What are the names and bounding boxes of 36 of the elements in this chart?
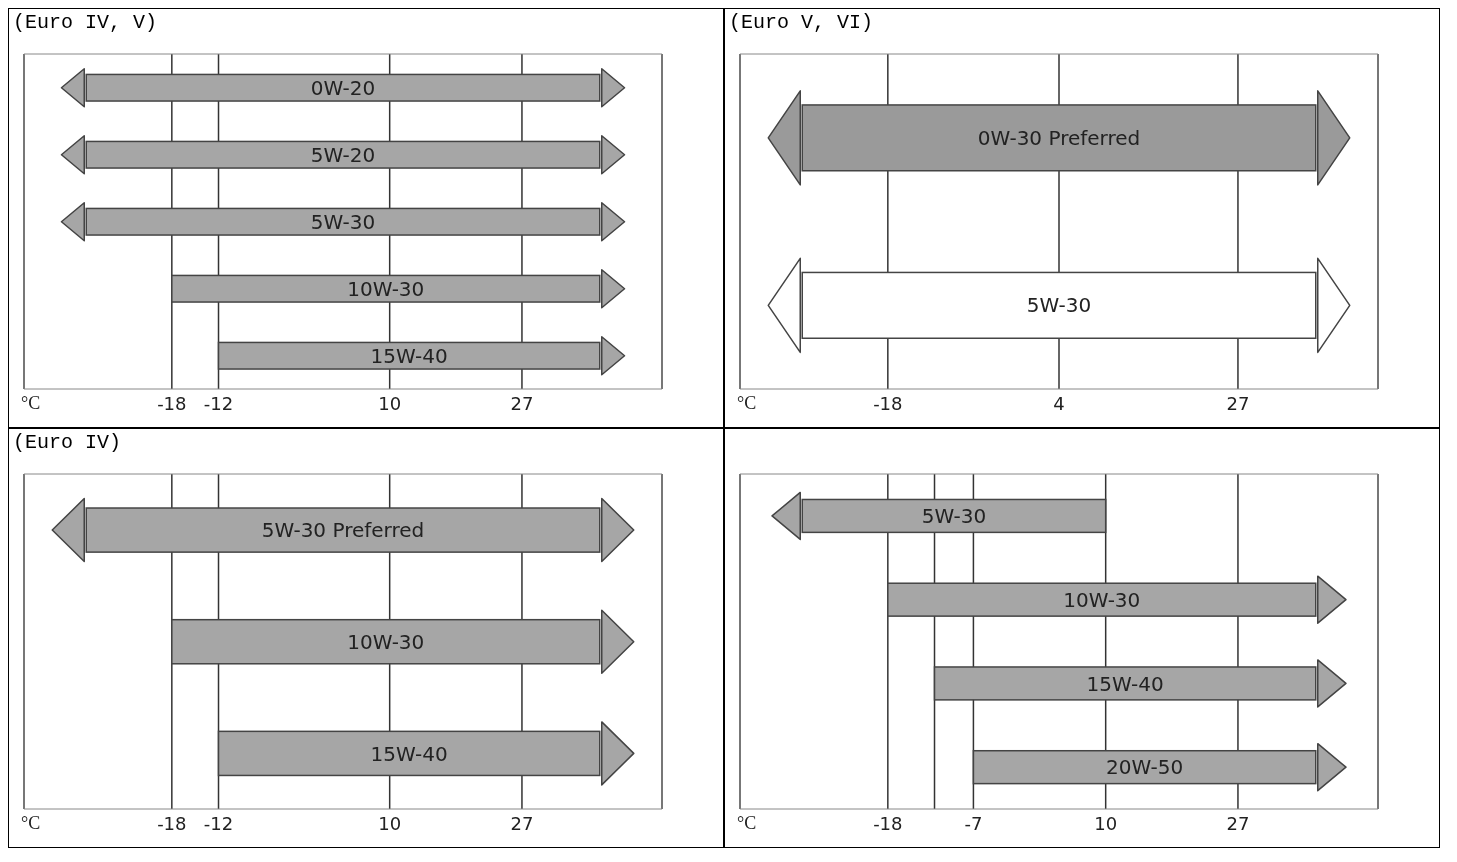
x-axis-title: °C	[21, 393, 41, 414]
x-tick-label: -18	[157, 812, 187, 834]
y-tick-label: 20W-50	[1106, 755, 1184, 780]
x-axis-title: °C	[21, 813, 41, 834]
x-axis-title: °C	[737, 813, 757, 834]
y-tick-label: 15W-40	[370, 741, 448, 766]
x-tick-label: 27	[510, 812, 534, 834]
x-tick-label: 10	[378, 392, 402, 414]
y-tick-label: 5W-30 Preferred	[261, 518, 425, 543]
y-tick-label: 5W-30	[921, 504, 987, 529]
y-tick-label: 0W-30 Preferred	[977, 125, 1141, 150]
x-tick-label: 27	[1226, 812, 1250, 834]
y-tick-label: 10W-30	[347, 629, 425, 654]
y-tick-label: 5W-30	[310, 209, 376, 234]
x-tick-label: -18	[873, 812, 903, 834]
x-tick-label: -18	[157, 392, 187, 414]
y-tick-label: 10W-30	[1063, 587, 1141, 612]
x-tick-label: 27	[510, 392, 534, 414]
y-tick-label: 0W-20	[310, 75, 376, 100]
chart-title: (Euro IV, V)	[13, 11, 159, 36]
chart-title: (Euro IV)	[13, 431, 123, 456]
y-tick-label: 15W-40	[1086, 671, 1164, 696]
x-axis-title: °C	[737, 393, 757, 414]
x-tick-label: -12	[203, 392, 234, 414]
x-tick-label: 10	[378, 812, 402, 834]
y-tick-label: 5W-30	[1026, 293, 1092, 318]
x-tick-label: -12	[203, 812, 234, 834]
x-tick-label: -18	[873, 392, 903, 414]
x-tick-label: -7	[964, 812, 983, 834]
x-tick-label: 27	[1226, 392, 1250, 414]
y-tick-label: 15W-40	[370, 343, 448, 368]
chart-title: (Euro V, VI)	[729, 11, 875, 36]
x-tick-label: 4	[1053, 392, 1065, 414]
y-tick-label: 10W-30	[347, 276, 425, 301]
y-tick-label: 5W-20	[310, 142, 376, 167]
x-tick-label: 10	[1094, 812, 1118, 834]
